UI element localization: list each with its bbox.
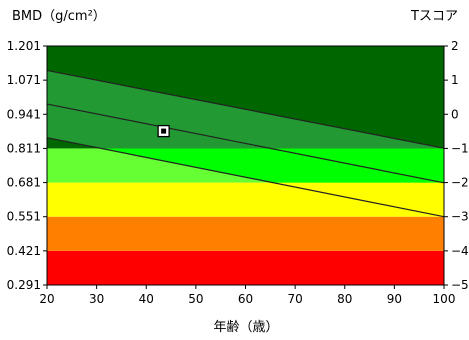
series-line-lower bbox=[46, 137, 445, 218]
y-tick-label: 0.941 bbox=[7, 107, 41, 121]
x-tick-label: 30 bbox=[89, 292, 104, 306]
series-line-upper bbox=[46, 69, 445, 149]
y-tick-label: 1.071 bbox=[7, 73, 41, 87]
t-tick-label: −1 bbox=[451, 141, 469, 155]
t-tick-label: −3 bbox=[451, 210, 469, 224]
x-tick-label: 70 bbox=[287, 292, 302, 306]
series-lines bbox=[46, 69, 445, 218]
x-tick-label: 90 bbox=[387, 292, 402, 306]
t-tick-label: 2 bbox=[451, 39, 459, 53]
series-line-mean bbox=[46, 103, 445, 184]
zone-2 bbox=[47, 182, 444, 217]
t-tick-label: −5 bbox=[451, 278, 469, 292]
x-tick-label: 20 bbox=[39, 292, 54, 306]
x-tick-label: 80 bbox=[337, 292, 352, 306]
t-score-axis-label: Tスコア bbox=[410, 9, 458, 24]
band-3 bbox=[101, 148, 444, 183]
patient-point bbox=[157, 124, 170, 138]
y-axis-label: BMD（g/cm²） bbox=[12, 9, 106, 24]
y-tick-label: 0.421 bbox=[7, 244, 41, 258]
t-tick-label: 0 bbox=[451, 107, 459, 121]
y-tick-label: 0.681 bbox=[7, 176, 41, 190]
y-tick-label: 0.551 bbox=[7, 210, 41, 224]
t-tick-label: 1 bbox=[451, 73, 459, 87]
x-tick-label: 60 bbox=[238, 292, 253, 306]
zone-0 bbox=[47, 250, 444, 285]
t-tick-label: −4 bbox=[451, 244, 469, 258]
t-tick-label: −2 bbox=[451, 176, 469, 190]
x-axis-label: 年齢（歳） bbox=[213, 320, 278, 335]
zone-1 bbox=[47, 216, 444, 251]
point-marker-inner bbox=[161, 128, 167, 134]
y-tick-label: 1.201 bbox=[7, 39, 41, 53]
x-tick-label: 100 bbox=[433, 292, 456, 306]
y-tick-label: 0.291 bbox=[7, 278, 41, 292]
axis-ticks: 0.291 0.421 0.551 0.681 0.811 0.941 1.071 1.201… bbox=[7, 39, 469, 306]
y-tick-label: 0.811 bbox=[7, 141, 41, 155]
x-tick-label: 40 bbox=[139, 292, 154, 306]
x-tick-label: 50 bbox=[188, 292, 203, 306]
